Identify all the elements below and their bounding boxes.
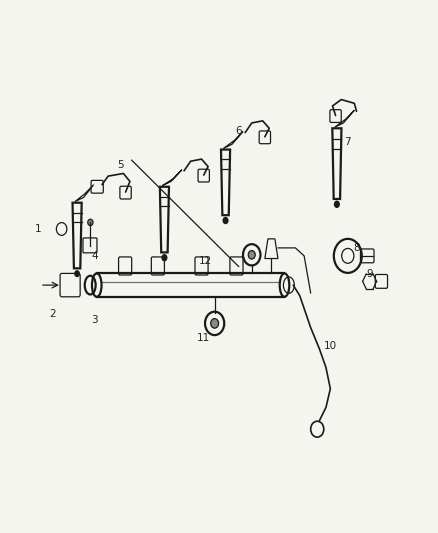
- Circle shape: [223, 217, 229, 224]
- Text: 3: 3: [91, 314, 98, 325]
- Circle shape: [74, 270, 80, 277]
- Circle shape: [248, 251, 255, 259]
- Circle shape: [334, 200, 340, 208]
- Text: 12: 12: [199, 256, 212, 266]
- Text: 11: 11: [197, 333, 210, 343]
- Circle shape: [88, 219, 93, 225]
- Circle shape: [211, 319, 219, 328]
- Circle shape: [161, 254, 167, 262]
- Text: 6: 6: [235, 126, 242, 136]
- Text: 4: 4: [91, 251, 98, 261]
- Text: 7: 7: [345, 136, 351, 147]
- Text: 10: 10: [324, 341, 337, 351]
- Text: 2: 2: [49, 309, 56, 319]
- Text: 8: 8: [353, 243, 360, 253]
- Text: 5: 5: [117, 160, 124, 171]
- Text: 9: 9: [366, 270, 373, 279]
- Text: 1: 1: [35, 224, 41, 235]
